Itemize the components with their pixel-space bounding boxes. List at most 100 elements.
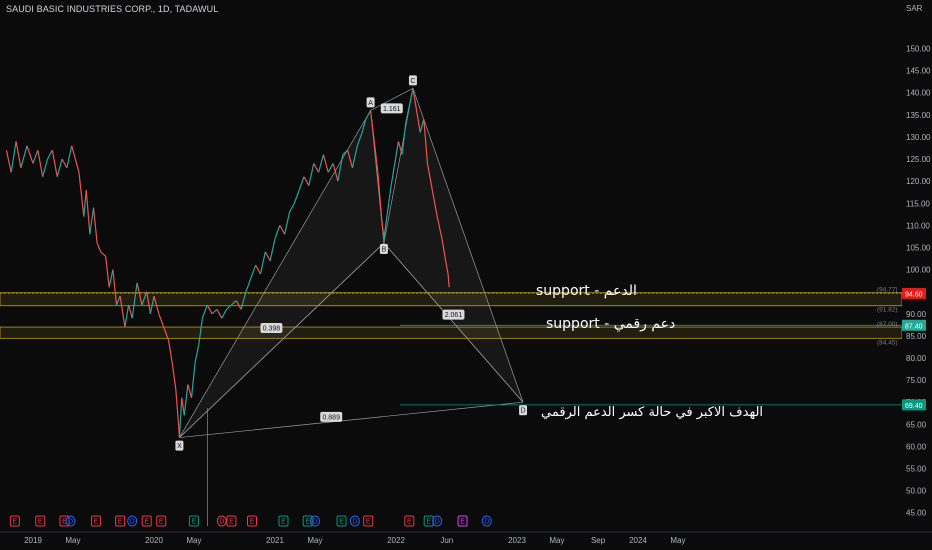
event-marker-letter: E <box>366 519 371 526</box>
price-segment <box>146 291 151 314</box>
price-axis[interactable]: 45.0050.0055.0060.0065.0070.0075.0080.00… <box>902 0 932 536</box>
price-segment <box>426 163 433 191</box>
event-marker[interactable] <box>59 515 70 527</box>
price-segment <box>274 225 281 239</box>
price-segment <box>171 362 177 390</box>
time-axis[interactable]: 2019 May 2020 May 2021 May 2022 Jun 2023 May Sep 20… <box>0 531 932 545</box>
price-segment <box>112 269 118 306</box>
price-segment <box>332 163 339 182</box>
price-level-tag[interactable] <box>902 399 926 411</box>
price-segment <box>153 295 160 314</box>
event-marker[interactable] <box>188 515 199 527</box>
ratio-label: 1.161 <box>383 106 401 113</box>
ratio-label-box <box>380 103 403 114</box>
event-marker[interactable] <box>363 515 374 527</box>
price-segment <box>431 189 438 217</box>
event-marker[interactable] <box>141 515 152 527</box>
event-marker[interactable] <box>457 515 468 527</box>
price-segment <box>380 216 385 239</box>
event-marker[interactable] <box>9 515 20 527</box>
time-tick-label: May <box>307 536 322 545</box>
event-marker[interactable] <box>115 515 126 527</box>
chart-title: SAUDI BASIC INDUSTRIES CORP., 1D, TADAWU… <box>6 4 219 14</box>
event-marker[interactable] <box>226 515 237 527</box>
event-marker[interactable] <box>481 515 492 527</box>
price-tick-label: 130.00 <box>906 133 931 142</box>
event-marker[interactable] <box>35 515 46 527</box>
event-marker[interactable] <box>349 515 360 527</box>
price-tick-label: 65.00 <box>906 420 927 429</box>
price-segment <box>415 110 421 133</box>
time-tick-label: May <box>549 536 564 545</box>
price-segment <box>124 304 130 328</box>
price-axis-bg <box>902 0 932 536</box>
price-segment <box>377 172 383 217</box>
ratio-label-box <box>320 411 343 422</box>
pattern-point-c-box <box>408 75 417 86</box>
event-marker-letter: E <box>38 519 43 526</box>
price-segment <box>419 119 425 133</box>
price-segment <box>342 149 349 156</box>
event-marker[interactable] <box>432 515 443 527</box>
price-segment <box>71 145 76 160</box>
price-tick-label: 85.00 <box>906 332 927 341</box>
price-segment <box>92 207 98 244</box>
price-segment <box>259 251 266 275</box>
price-segment <box>190 362 196 398</box>
price-segment <box>163 326 170 341</box>
event-marker[interactable] <box>309 515 320 527</box>
price-tick-label: 100.00 <box>906 266 931 275</box>
ratio-line-xb <box>179 242 385 438</box>
event-marker-letter: E <box>229 519 234 526</box>
event-marker[interactable] <box>336 515 347 527</box>
pattern-point-label: A <box>368 100 373 107</box>
time-tick-label: May <box>186 536 201 545</box>
event-marker[interactable] <box>216 515 227 527</box>
event-marker[interactable] <box>65 515 76 527</box>
time-tick-label: May <box>670 536 685 545</box>
event-marker-letter: D <box>312 519 317 526</box>
price-tick-label: 145.00 <box>906 67 931 76</box>
price-segment <box>32 150 39 164</box>
price-segment <box>423 119 429 164</box>
price-segment <box>187 384 193 398</box>
price-level-tag[interactable] <box>902 319 926 331</box>
event-marker-letter: E <box>159 519 164 526</box>
price-segment <box>141 291 148 306</box>
event-marker[interactable] <box>247 515 258 527</box>
event-marker[interactable] <box>278 515 289 527</box>
event-marker[interactable] <box>423 515 434 527</box>
event-marker[interactable] <box>156 515 167 527</box>
price-level-tag-label: 94.60 <box>905 291 923 298</box>
price-segment <box>284 211 291 235</box>
price-segment <box>206 304 213 315</box>
price-segment <box>108 269 114 288</box>
price-segment <box>401 123 407 155</box>
ratio-label: 2.061 <box>445 312 463 319</box>
event-marker[interactable] <box>302 515 313 527</box>
event-marker[interactable] <box>404 515 415 527</box>
event-marker[interactable] <box>90 515 101 527</box>
price-level-lines <box>0 293 902 406</box>
event-marker-letter: D <box>130 519 135 526</box>
price-segment <box>158 313 165 328</box>
price-series <box>5 88 450 438</box>
support-annotation-1[interactable]: support - الدعم <box>536 283 637 299</box>
support-annotation-2[interactable]: support - دعم رقمي <box>546 316 676 332</box>
event-marker[interactable] <box>127 515 138 527</box>
price-level-tag[interactable] <box>902 287 926 299</box>
price-segment <box>56 158 63 177</box>
price-tick-label: 60.00 <box>906 442 927 451</box>
time-tick-label: Jun <box>440 536 453 545</box>
event-marker-letter: E <box>281 519 286 526</box>
ratio-label: 0.398 <box>263 326 281 333</box>
price-segment <box>226 304 232 310</box>
time-tick-label: May <box>65 536 80 545</box>
price-segment <box>15 141 22 169</box>
price-segment <box>136 282 143 306</box>
price-segment <box>288 202 295 213</box>
pattern-point-label: C <box>410 78 415 85</box>
target-annotation[interactable]: الهدف الاكبر في حالة كسر الدعم الرقمي <box>541 405 764 420</box>
